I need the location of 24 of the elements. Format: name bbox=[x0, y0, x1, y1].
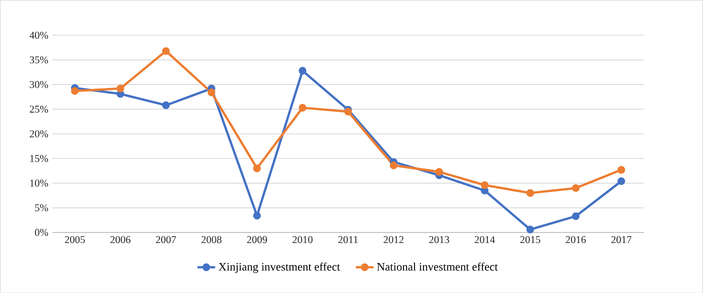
x-tick-label: 2015 bbox=[520, 236, 540, 243]
x-tick-label: 2008 bbox=[202, 236, 222, 243]
y-tick-label: 30% bbox=[30, 80, 48, 88]
y-tick-label: 10% bbox=[30, 179, 48, 186]
x-tick-label: 2009 bbox=[247, 236, 267, 243]
x-tick-label: 2011 bbox=[338, 236, 358, 243]
x-tick-label: 2007 bbox=[156, 236, 176, 243]
x-tick-label: 2010 bbox=[292, 236, 313, 243]
x-tick-label: 2014 bbox=[474, 236, 495, 243]
legend-label: National investment effect bbox=[377, 262, 498, 270]
y-tick-label: 5% bbox=[35, 204, 48, 212]
x-tick-label: 2006 bbox=[110, 236, 130, 243]
y-tick-label: 20% bbox=[30, 130, 48, 138]
y-tick-label: 40% bbox=[30, 32, 48, 39]
x-tick-label: 2017 bbox=[611, 236, 632, 243]
x-tick-label: 2016 bbox=[566, 236, 586, 243]
y-tick-label: 35% bbox=[30, 56, 48, 64]
x-tick-label: 2005 bbox=[64, 236, 85, 243]
x-tick-label: 2012 bbox=[384, 236, 404, 243]
legend-label: Xinjiang investment effect bbox=[218, 262, 340, 273]
y-tick-label: 0% bbox=[34, 228, 48, 236]
y-tick-label: 15% bbox=[30, 154, 48, 162]
y-tick-label: 25% bbox=[30, 105, 48, 113]
x-tick-label: 2013 bbox=[429, 236, 450, 243]
